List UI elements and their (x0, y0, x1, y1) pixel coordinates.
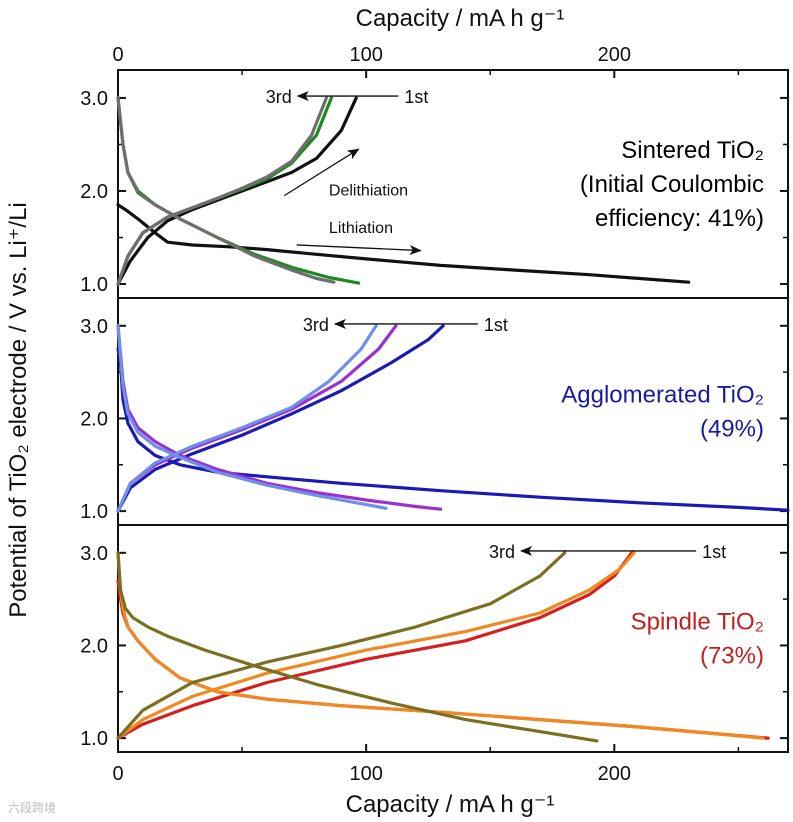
panel-label-line: (73%) (700, 643, 764, 670)
plot-frame (117, 69, 789, 753)
series-line-3rd-discharge (116, 551, 599, 743)
first-cycle-label: 1st (404, 87, 428, 107)
y-tick-label: 1.0 (80, 274, 108, 296)
panel-label-line: (49%) (700, 416, 764, 443)
first-cycle-label: 1st (702, 542, 726, 562)
top-x-tick-label: 100 (349, 44, 382, 66)
lithiation-arrow (296, 244, 422, 256)
x-tick-label: 0 (112, 763, 123, 785)
series-line-1st-charge (116, 324, 445, 513)
series-line-2nd-discharge (116, 551, 765, 740)
panel-agglomerated: 3rd 1st Agglomerated TiO₂ (49%) (116, 315, 790, 513)
y-tick-label: 1.0 (80, 501, 108, 523)
plot-border (117, 69, 789, 753)
series-line-3rd-discharge (116, 96, 336, 284)
x-tick-label: 200 (598, 763, 631, 785)
y-axis-title: Potential of TiO₂ electrode / V vs. Li⁺/… (5, 202, 32, 618)
series-line-1st-discharge (116, 347, 790, 512)
delithiation-arrow (283, 148, 360, 197)
third-cycle-label: 3rd (489, 542, 515, 562)
y-tick-label: 2.0 (80, 181, 108, 203)
y-tick-label: 2.0 (80, 635, 108, 657)
series-line-3rd-charge (116, 96, 328, 286)
y-tick-label: 3.0 (80, 543, 108, 565)
panel-label-line: Spindle TiO₂ (631, 609, 764, 636)
series-line-2nd-charge (116, 96, 333, 286)
panel-label-line: Sintered TiO₂ (621, 137, 764, 164)
top-x-tick-label: 0 (112, 44, 123, 66)
panel-spindle: 3rd 1st Spindle TiO₂ (73%) (116, 542, 770, 743)
y-tick-label: 3.0 (80, 316, 108, 338)
annotation-lithiation: Lithiation (329, 220, 393, 237)
series-line-3rd-charge (116, 551, 567, 740)
annotation-delithiation: Delithiation (329, 183, 408, 200)
watermark-text: 六段跨境 (8, 800, 56, 815)
panel-label-line: Agglomerated TiO₂ (561, 382, 764, 409)
series-line-1st-charge (116, 96, 358, 286)
top-x-tick-label: 200 (598, 44, 631, 66)
third-cycle-label: 3rd (266, 87, 292, 107)
series-line-1st-charge (116, 551, 634, 740)
x-tick-label: 100 (349, 763, 382, 785)
panel-sintered: 3rd 1st Delithiation Lithiation Sintered TiO… (116, 87, 764, 286)
top-x-axis-title: Capacity / mA h g⁻¹ (356, 5, 565, 32)
x-axis-title: Capacity / mA h g⁻¹ (346, 791, 555, 818)
y-tick-label: 2.0 (80, 408, 108, 430)
y-tick-label: 3.0 (80, 88, 108, 110)
series-line-2nd-charge (116, 551, 636, 740)
series-line-1st-discharge (116, 203, 691, 284)
first-cycle-label: 1st (484, 315, 508, 335)
panel-label-line: efficiency: 41%) (595, 205, 764, 232)
panel-label-line: (Initial Coulombic (580, 171, 764, 198)
y-tick-label: 1.0 (80, 728, 108, 750)
third-cycle-label: 3rd (303, 315, 329, 335)
series-line-3rd-discharge (116, 324, 388, 510)
series-line-3rd-charge (116, 324, 378, 513)
